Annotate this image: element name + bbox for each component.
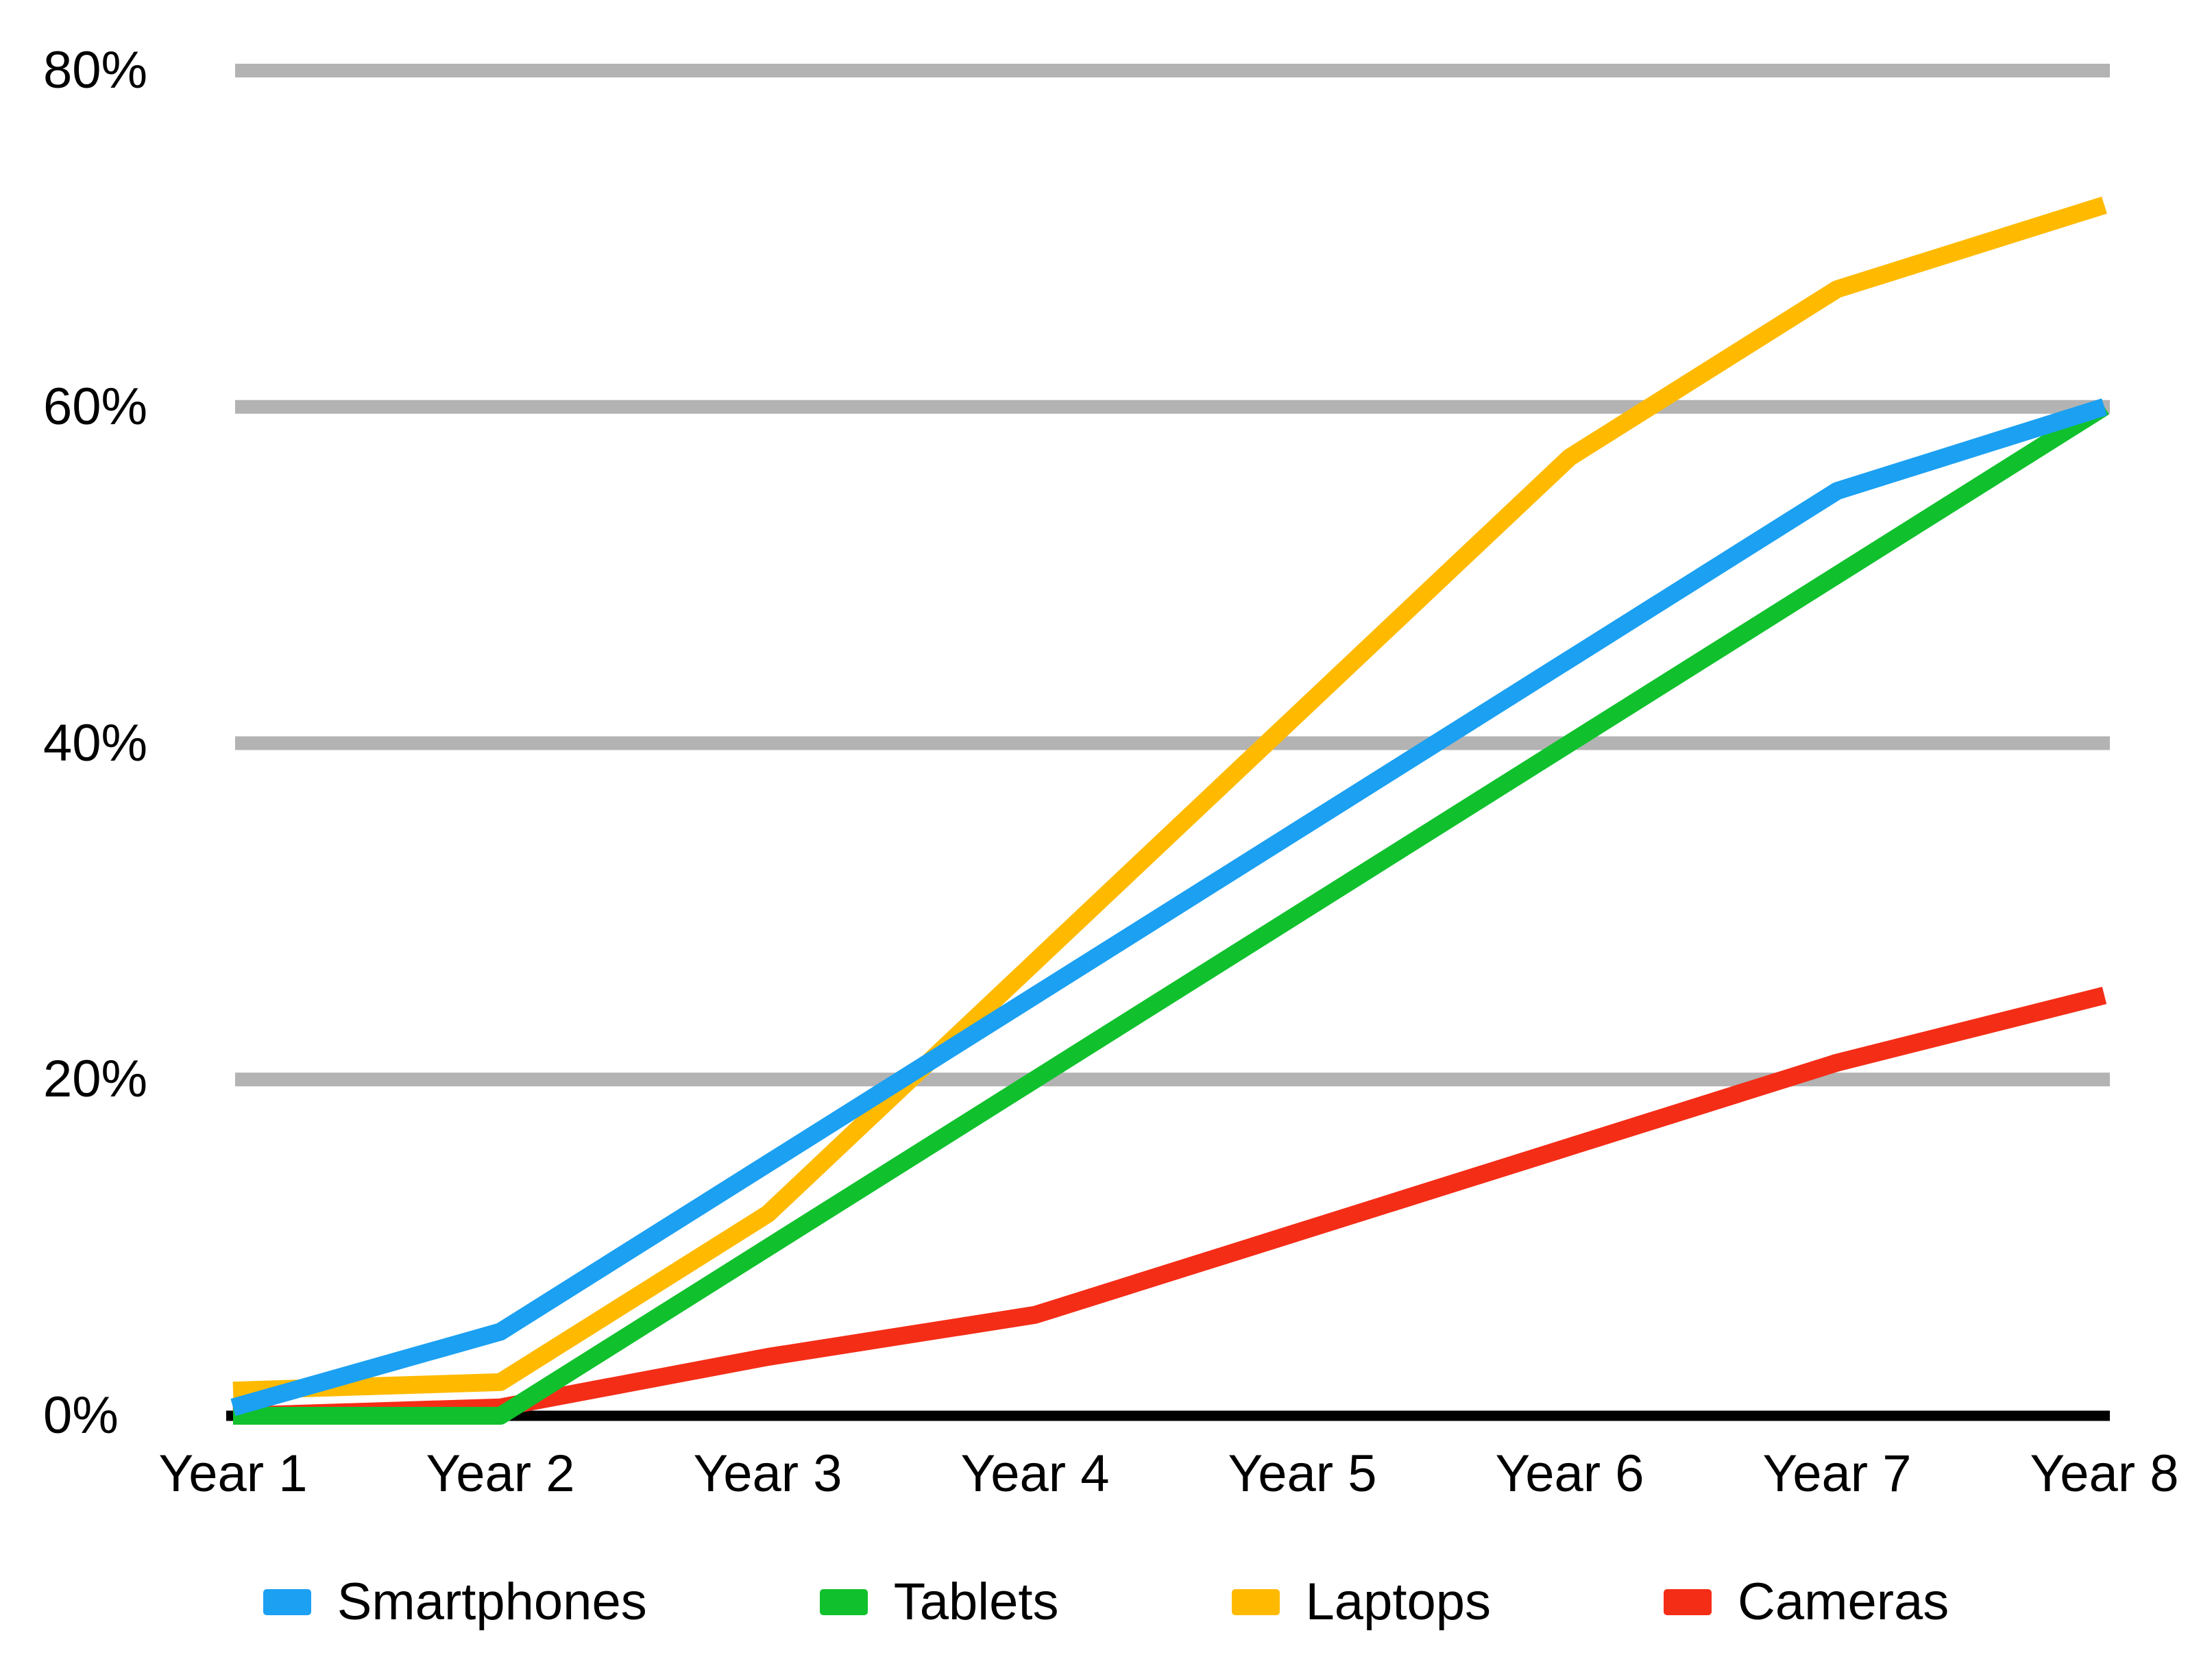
- y-axis-label-0: 0%: [43, 1386, 119, 1445]
- y-axis-label-60: 60%: [43, 377, 148, 436]
- legend-item-cameras: Cameras: [1663, 1571, 1949, 1634]
- legend-swatch-smartphones: [263, 1589, 311, 1615]
- x-axis-label-8: Year 8: [2030, 1445, 2179, 1503]
- x-axis-label-1: Year 1: [158, 1445, 308, 1503]
- legend-label-cameras: Cameras: [1737, 1573, 1949, 1631]
- x-axis-label-7: Year 7: [1762, 1445, 1912, 1503]
- legend-item-tablets: Tablets: [819, 1571, 1059, 1634]
- legend-item-smartphones: Smartphones: [263, 1571, 647, 1634]
- series-line-laptops: [232, 196, 2107, 1400]
- x-axis-label-6: Year 6: [1495, 1445, 1644, 1503]
- legend-swatch-cameras: [1663, 1589, 1712, 1615]
- legend-label-tablets: Tablets: [893, 1573, 1059, 1631]
- legend-swatch-laptops: [1231, 1589, 1280, 1615]
- y-axis-label-80: 80%: [43, 41, 148, 99]
- series-line-tablets: [233, 399, 2109, 1425]
- x-axis-label-4: Year 4: [960, 1445, 1110, 1503]
- series-line-smartphones: [230, 398, 2107, 1416]
- legend-swatch-tablets: [819, 1589, 868, 1615]
- legend-item-laptops: Laptops: [1231, 1571, 1491, 1634]
- legend-label-smartphones: Smartphones: [337, 1573, 647, 1631]
- series-line-cameras: [232, 986, 2107, 1425]
- x-axis-label-2: Year 2: [426, 1445, 575, 1503]
- x-axis-label-3: Year 3: [693, 1445, 842, 1503]
- legend: Smartphones Tablets Laptops Cameras: [0, 1571, 2212, 1634]
- x-axis-label-5: Year 5: [1228, 1445, 1377, 1503]
- legend-label-laptops: Laptops: [1305, 1573, 1491, 1631]
- y-axis-label-20: 20%: [43, 1050, 148, 1109]
- y-axis-label-40: 40%: [43, 713, 148, 772]
